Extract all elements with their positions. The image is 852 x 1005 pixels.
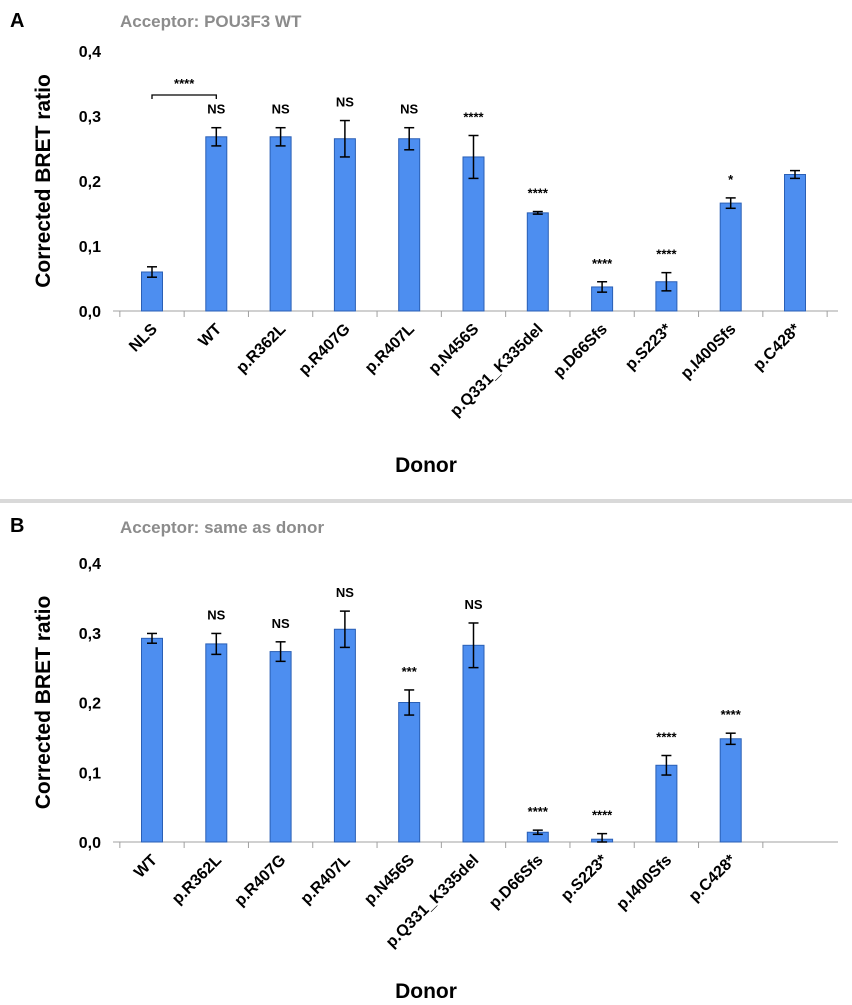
significance-label: *** <box>402 664 418 679</box>
x-tick-label: p.I400Sfs <box>614 852 676 914</box>
y-axis-label: Corrected BRET ratio <box>32 596 55 810</box>
significance-label: **** <box>656 730 677 745</box>
bar-p-r407l <box>333 628 356 843</box>
chart-panel-a: A Acceptor: POU3F3 WT 0,0 0,1 0,2 0,3 0,4 Corre… <box>10 10 838 477</box>
panel-divider <box>0 499 852 503</box>
significance-label: **** <box>528 186 549 201</box>
y-tick-label: 0,0 <box>79 835 101 852</box>
significance-label: **** <box>528 804 549 819</box>
bar-p-i400sfs <box>719 202 742 312</box>
significance-label: **** <box>721 707 742 722</box>
x-tick-label: p.R407G <box>232 852 290 910</box>
y-tick-label: 0,0 <box>79 304 101 321</box>
x-tick-label: p.S223* <box>622 320 675 373</box>
bar-p-r407g <box>333 138 356 312</box>
y-tick-label: 0,2 <box>79 696 101 713</box>
bar-p-q331-k335del <box>526 212 549 312</box>
chart-title: Acceptor: same as donor <box>120 518 324 537</box>
significance-label: **** <box>592 808 613 823</box>
significance-label: NS <box>464 597 482 612</box>
chart-panel-b: B Acceptor: same as donor 0,0 0,1 0,2 0,3 0,4 C… <box>10 515 838 1003</box>
bar-p-r407g <box>269 651 292 843</box>
x-tick-label: WT <box>131 852 161 882</box>
y-tick-label: 0,4 <box>79 44 101 61</box>
bar-p-r362l <box>269 136 292 312</box>
y-tick-label: 0,1 <box>79 765 101 782</box>
x-tick-label: p.D66Sfs <box>550 321 611 382</box>
bar-wt <box>205 136 228 312</box>
x-tick-label: p.N456S <box>361 852 418 909</box>
comparison-bracket <box>151 94 217 99</box>
bar-p-n456s <box>462 156 485 312</box>
y-tick-label: 0,1 <box>79 239 101 256</box>
bar-wt <box>141 637 163 843</box>
bracket-label: **** <box>174 76 195 91</box>
significance-label: NS <box>400 102 418 117</box>
x-tick-label: p.C428* <box>750 320 804 374</box>
bar-p-i400sfs <box>655 764 678 843</box>
y-tick-label: 0,4 <box>79 556 101 573</box>
significance-label: NS <box>207 102 225 117</box>
significance-label: **** <box>592 256 613 271</box>
y-tick-label: 0,2 <box>79 174 101 191</box>
bar-p-c428- <box>719 738 742 843</box>
x-tick-label: p.S223* <box>558 851 611 904</box>
significance-label: NS <box>272 102 290 117</box>
x-tick-label: p.R407L <box>298 852 354 908</box>
x-tick-label: WT <box>196 321 226 351</box>
chart-title: Acceptor: POU3F3 WT <box>120 12 302 31</box>
x-axis-label: Donor <box>395 980 457 1003</box>
y-tick-label: 0,3 <box>79 626 101 643</box>
significance-label: NS <box>272 616 290 631</box>
significance-label: NS <box>336 585 354 600</box>
x-tick-label: p.D66Sfs <box>486 852 547 913</box>
significance-label: **** <box>656 247 677 262</box>
x-tick-label: p.R362L <box>233 321 289 377</box>
bar-p-r407l <box>398 138 421 312</box>
x-tick-label: p.I400Sfs <box>678 321 740 383</box>
bar-p-r362l <box>205 643 228 843</box>
x-tick-label: p.R362L <box>169 852 225 908</box>
x-tick-label: p.C428* <box>686 851 740 905</box>
x-tick-label: p.R407L <box>362 321 418 377</box>
x-tick-label: NLS <box>126 321 161 356</box>
bar-p-q331-k335del <box>462 644 485 843</box>
x-axis-label: Donor <box>395 454 457 477</box>
x-tick-label: p.R407G <box>296 321 354 379</box>
panel-letter: B <box>10 515 24 537</box>
significance-label: NS <box>336 95 354 110</box>
significance-label: **** <box>463 110 484 125</box>
y-axis-label: Corrected BRET ratio <box>32 74 55 288</box>
panel-letter: A <box>10 10 24 32</box>
bar-p-n456s <box>398 702 421 843</box>
bar-p-c428- <box>784 174 806 312</box>
significance-label: NS <box>207 607 225 622</box>
x-tick-label: p.N456S <box>426 321 483 378</box>
significance-label: * <box>728 172 734 187</box>
y-tick-label: 0,3 <box>79 109 101 126</box>
